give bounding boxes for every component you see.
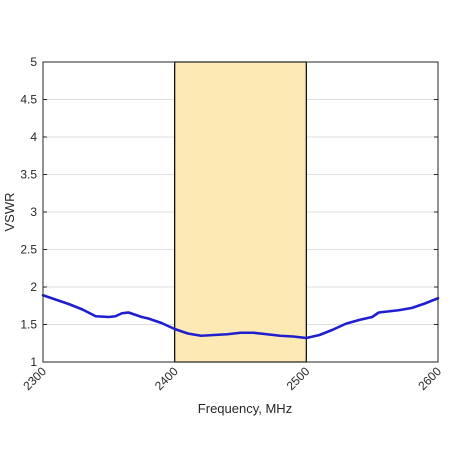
x-axis-label: Frequency, MHz	[198, 401, 292, 416]
y-axis-label: VSWR	[2, 193, 17, 232]
x-tick-label: 2600	[415, 364, 444, 393]
axes	[42, 61, 439, 363]
y-tick-label: 3	[30, 205, 37, 219]
highlight-band	[174, 61, 307, 363]
y-tick-label: 1	[30, 355, 37, 369]
y-tick-label: 2	[30, 280, 37, 294]
x-tick-label: 2500	[284, 364, 313, 393]
y-tick-label: 4	[30, 130, 37, 144]
highlight-band-layer	[174, 61, 307, 363]
x-tick-label: 2300	[20, 364, 49, 393]
y-tick-label: 5	[30, 55, 37, 69]
y-tick-label: 1.5	[20, 318, 37, 332]
series-line-0	[41, 293, 440, 340]
series-layer	[41, 293, 440, 340]
y-tick-label: 2.5	[20, 243, 37, 257]
x-tick-label: 2400	[152, 364, 181, 393]
y-tick-label: 3.5	[20, 168, 37, 182]
y-tick-label: 4.5	[20, 93, 37, 107]
